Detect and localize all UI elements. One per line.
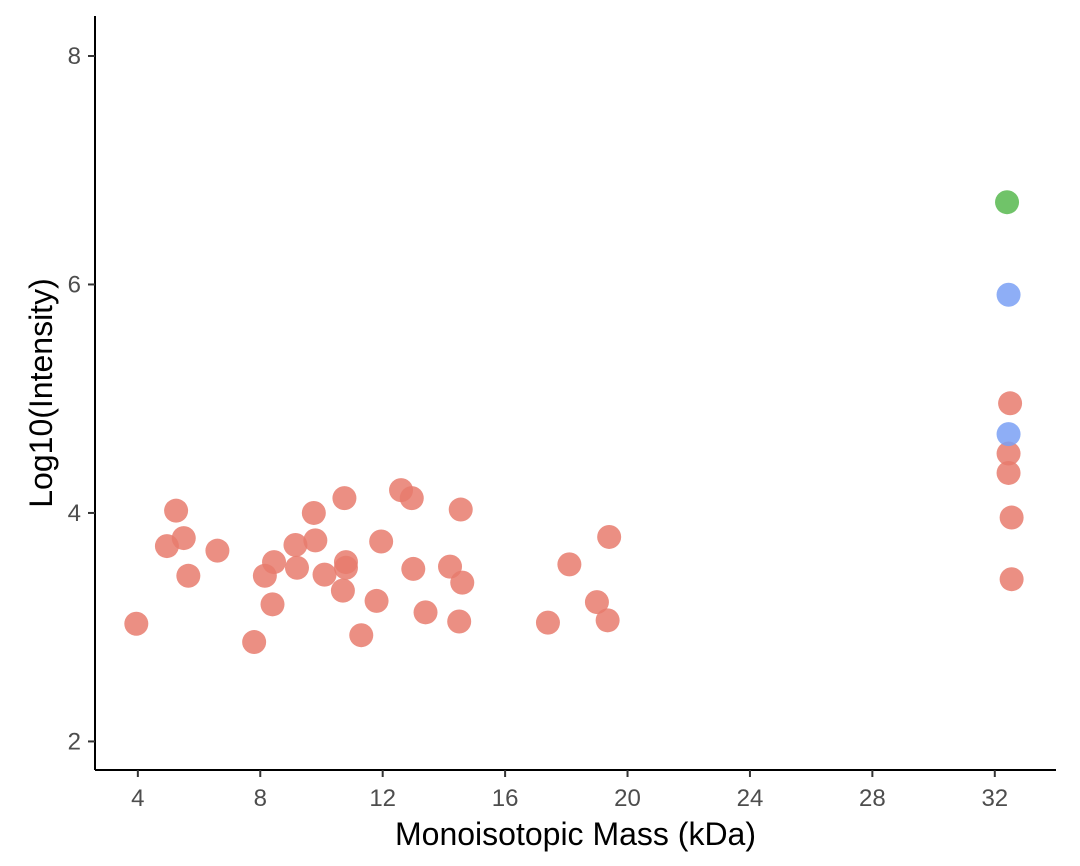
x-tick-label: 8 <box>254 785 267 812</box>
data-point <box>332 486 357 511</box>
data-point <box>176 563 201 588</box>
y-tick-label: 6 <box>68 271 81 298</box>
data-point <box>535 610 560 635</box>
data-point <box>996 282 1021 307</box>
data-point <box>996 422 1021 447</box>
data-point <box>399 486 424 511</box>
data-point <box>999 567 1024 592</box>
data-point <box>597 524 622 549</box>
data-point <box>557 552 582 577</box>
data-point <box>205 538 230 563</box>
data-point <box>301 500 326 525</box>
data-point <box>996 441 1021 466</box>
data-point <box>413 600 438 625</box>
x-tick-label: 28 <box>859 785 886 812</box>
data-point <box>996 460 1021 485</box>
x-axis-title: Monoisotopic Mass (kDa) <box>395 816 756 852</box>
data-point <box>448 497 473 522</box>
data-point <box>333 555 358 580</box>
data-point <box>349 623 374 648</box>
data-point <box>447 609 472 634</box>
x-tick-label: 4 <box>131 785 144 812</box>
data-point <box>124 611 149 636</box>
x-tick-label: 12 <box>369 785 396 812</box>
data-point <box>242 630 267 655</box>
data-point <box>283 532 308 557</box>
data-point <box>995 190 1020 215</box>
data-point <box>450 570 475 595</box>
data-point <box>262 550 287 575</box>
points-layer <box>124 190 1024 655</box>
y-tick-label: 4 <box>68 500 81 527</box>
data-point <box>998 391 1023 416</box>
data-point <box>284 555 309 580</box>
x-tick-label: 32 <box>981 785 1008 812</box>
data-point <box>999 505 1024 530</box>
data-point <box>164 498 189 523</box>
data-point <box>595 608 620 633</box>
data-point <box>584 590 609 615</box>
data-point <box>312 562 337 587</box>
x-tick-label: 20 <box>614 785 641 812</box>
y-axis-title: Log10(Intensity) <box>23 278 59 507</box>
data-point <box>171 526 196 551</box>
data-point <box>330 578 355 603</box>
y-tick-label: 2 <box>68 728 81 755</box>
data-point <box>401 556 426 581</box>
data-point <box>303 528 328 553</box>
x-tick-label: 16 <box>492 785 519 812</box>
data-point <box>364 588 389 613</box>
y-tick-label: 8 <box>68 43 81 70</box>
data-point <box>369 529 394 554</box>
x-tick-label: 24 <box>737 785 764 812</box>
data-point <box>260 592 285 617</box>
